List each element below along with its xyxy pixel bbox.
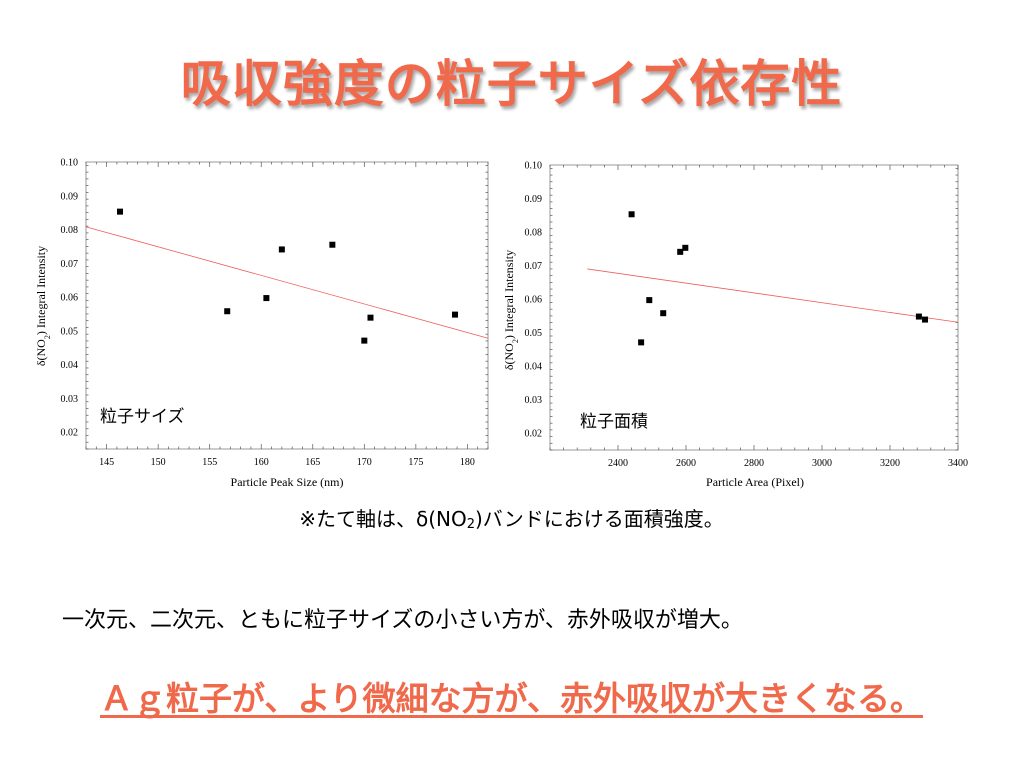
x-tick-label: 2400 (608, 458, 628, 469)
x-tick-label: 150 (151, 457, 166, 468)
y-tick-label: 0.07 (525, 261, 543, 272)
data-points (117, 208, 459, 344)
axis-note-prefix: ※たて軸は、δ(NO (299, 507, 467, 531)
x-tick-label: 145 (99, 457, 114, 468)
y-tick-label: 0.08 (525, 228, 543, 239)
plot-frame (85, 161, 489, 450)
data-point (628, 211, 635, 218)
summary-text: 一次元、二次元、ともに粒子サイズの小さい方が、赤外吸収が増大。 (62, 608, 743, 633)
axis-note-suffix: )バンドにおける面積強度。 (474, 507, 724, 531)
y-tick-label: 0.09 (61, 191, 79, 202)
y-tick-label: 0.02 (525, 429, 543, 440)
panel-label: 粒子面積 (580, 412, 648, 432)
axis-note-subscript: 2 (466, 517, 475, 532)
y-tick-label: 0.10 (61, 158, 79, 169)
data-point (117, 208, 124, 215)
y-tick-labels: 0.02 0.03 0.04 0.05 0.06 0.07 0.08 0.09 0.10 (61, 158, 79, 439)
y-tick-labels: 0.02 0.03 0.04 0.05 0.06 0.07 0.08 0.09 0.10 (525, 161, 543, 440)
data-point (922, 316, 929, 323)
y-tick-label: 0.06 (61, 293, 79, 304)
data-point (452, 311, 459, 318)
y-tick-label: 0.03 (61, 394, 79, 405)
fit-line (85, 226, 489, 339)
chart-particle-size: 145 150 155 160 165 170 175 180 0.020.030.040.0… (34, 158, 489, 489)
x-tick-label: 180 (460, 457, 475, 468)
conclusion-text: Ａｇ粒子が、より微細な方が、赤外吸収が大きくなる。 (99, 679, 924, 718)
data-point (329, 241, 336, 248)
y-tick-label: 0.09 (525, 194, 543, 205)
x-tick-label: 3200 (880, 458, 900, 469)
data-point (915, 313, 922, 320)
y-tick-label: 0.05 (61, 326, 79, 337)
plot-frame (549, 164, 959, 451)
data-point (367, 314, 374, 321)
data-point (682, 244, 689, 251)
y-tick-label: 0.06 (525, 295, 543, 306)
x-tick-labels: 145 150 155 160 165 170 175 180 (99, 457, 475, 468)
y-tick-label: 0.08 (61, 225, 79, 236)
x-tick-label: 155 (202, 457, 217, 468)
x-axis-label: Particle Peak Size (nm) (231, 475, 344, 489)
x-tick-label: 175 (408, 457, 423, 468)
axis-note: ※たて軸は、δ(NO2)バンドにおける面積強度。 (0, 503, 1023, 532)
y-axis-label: δ(NO2) Integral Intensity (502, 250, 520, 370)
y-tick-label: 0.04 (525, 362, 543, 373)
x-axis-label: Particle Area (Pixel) (706, 475, 804, 489)
x-tick-label: 3400 (948, 458, 968, 469)
data-point (224, 308, 231, 315)
y-tick-label: 0.10 (525, 161, 543, 172)
data-point (278, 246, 285, 253)
data-points (628, 211, 929, 346)
data-point (361, 337, 368, 344)
data-point (646, 297, 653, 304)
tick-marks (549, 165, 959, 451)
x-tick-label: 2800 (744, 458, 764, 469)
slide-title: 吸収強度の粒子サイズ依存性 (180, 55, 843, 113)
data-point (263, 295, 270, 302)
y-tick-label: 0.05 (525, 328, 543, 339)
panel-label: 粒子サイズ (100, 407, 185, 427)
y-tick-label: 0.04 (61, 360, 79, 371)
x-tick-label: 165 (305, 457, 320, 468)
x-tick-label: 170 (357, 457, 372, 468)
x-tick-label: 2600 (676, 458, 696, 469)
fit-line (587, 268, 959, 323)
data-point (660, 310, 667, 317)
data-point (677, 248, 684, 255)
tick-marks (85, 162, 489, 450)
chart-particle-area: 2400 2600 2800 3000 3200 3400 0.020.030.040.0… (502, 161, 968, 490)
y-tick-label: 0.07 (61, 259, 79, 270)
y-tick-label: 0.02 (61, 428, 79, 439)
x-tick-label: 3000 (812, 458, 832, 469)
y-axis-label: δ(NO2) Integral Intensity (34, 246, 52, 366)
y-tick-label: 0.03 (525, 395, 543, 406)
data-point (638, 339, 645, 346)
x-tick-labels: 2400 2600 2800 3000 3200 3400 (608, 458, 968, 469)
x-tick-label: 160 (254, 457, 269, 468)
